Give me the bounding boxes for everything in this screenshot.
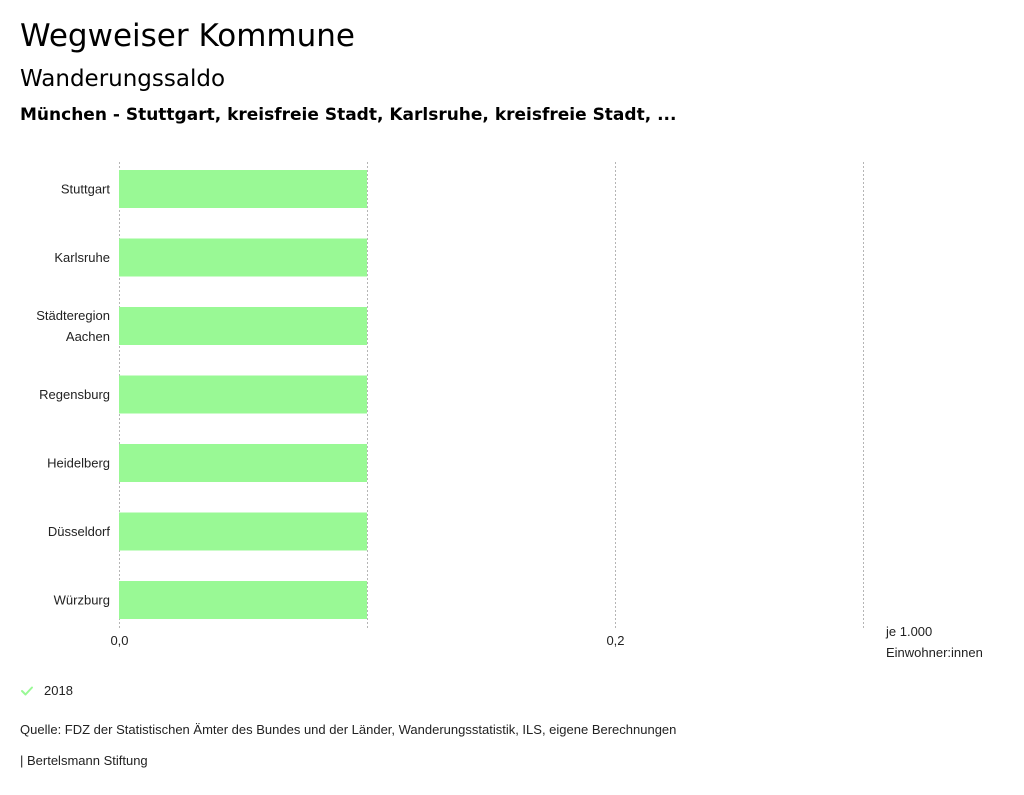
category-label: Städteregion [36, 308, 110, 323]
bar-würzburg [119, 581, 367, 619]
x-tick-label: 0,0 [110, 633, 128, 648]
category-label: Stuttgart [61, 182, 111, 197]
bar-karlsruhe [119, 238, 367, 277]
source-note: Quelle: FDZ der Statistischen Ämter des … [20, 722, 677, 737]
legend-label: 2018 [44, 683, 73, 698]
unit-label-line-2: Einwohner:innen [886, 645, 983, 660]
bar-düsseldorf [119, 512, 367, 551]
region-selection: München - Stuttgart, kreisfreie Stadt, K… [20, 105, 677, 125]
chart-title: Wegweiser Kommune [20, 18, 355, 54]
bar-chart: Stuttgart Karlsruhe Städteregion Aachen Rege… [36, 162, 864, 648]
unit-label: je 1.000 Einwohner:innen [886, 621, 1016, 663]
category-label: Aachen [66, 329, 110, 344]
category-label: Heidelberg [47, 456, 110, 471]
unit-label-line-1: je 1.000 [886, 624, 933, 639]
bar-regensburg [119, 375, 367, 414]
category-label: Düsseldorf [48, 524, 111, 539]
bar-heidelberg [119, 444, 367, 482]
bar-städteregion-aachen [119, 307, 367, 345]
x-tick-label: 0,2 [606, 633, 624, 648]
category-label: Regensburg [39, 387, 110, 402]
credit-note: | Bertelsmann Stiftung [20, 753, 148, 768]
chart-subtitle: Wanderungssaldo [20, 66, 226, 92]
category-label: Karlsruhe [54, 250, 110, 265]
category-label: Würzburg [54, 593, 110, 608]
legend-item-2018[interactable]: 2018 [20, 683, 73, 698]
checkmark-icon [20, 685, 34, 697]
bar-stuttgart [119, 170, 367, 208]
